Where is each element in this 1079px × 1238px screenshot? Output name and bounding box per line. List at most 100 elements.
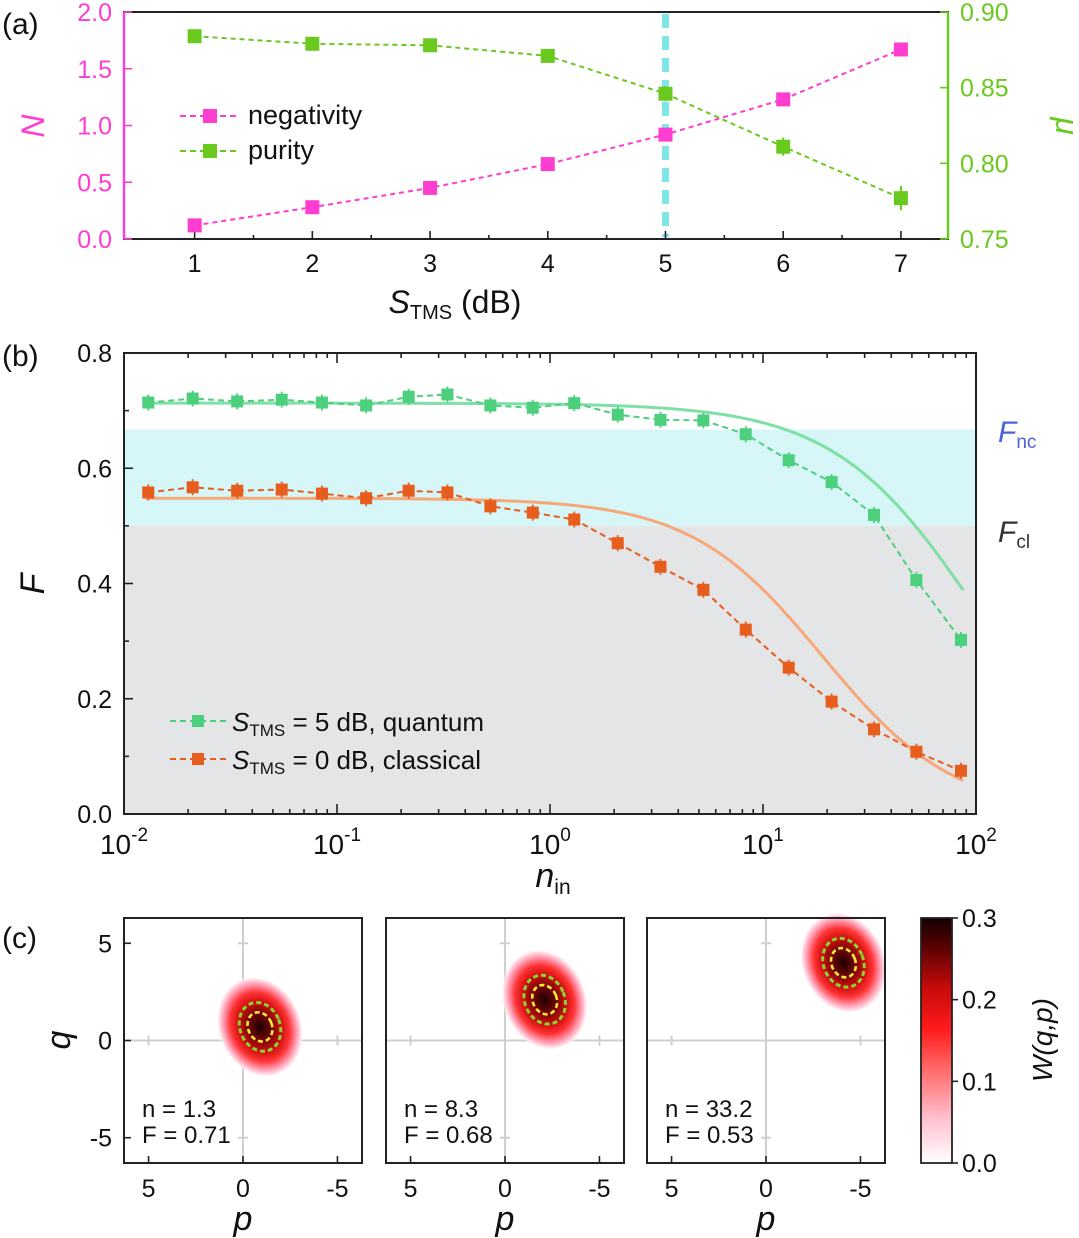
panel-b-xtick-base: 10 xyxy=(100,829,131,860)
panel-a-ytick-left-label: 1.5 xyxy=(77,56,112,84)
panel-a-label: (a) xyxy=(2,8,39,41)
panel-b-xtick-exp: 0 xyxy=(560,825,571,846)
panel-b-xtick-base: 10 xyxy=(742,829,773,860)
panel-b-xtick-label: 10-2 xyxy=(100,825,148,860)
wigner-contour-yellow xyxy=(246,1010,274,1043)
series-quantum-point xyxy=(526,401,539,414)
wigner-xtick-label: -5 xyxy=(849,1175,871,1203)
colorbar-tick-label: 0.3 xyxy=(962,905,997,933)
legend-classical-text: = 0 dB, classical xyxy=(285,745,481,775)
wigner-xlabel: p xyxy=(756,1200,776,1238)
series-quantum-point xyxy=(954,633,967,646)
wigner-distribution xyxy=(216,976,304,1078)
series-classical-point xyxy=(526,506,539,519)
series-quantum-point xyxy=(275,393,288,406)
legend-negativity-label: negativity xyxy=(248,100,363,130)
panel-b-ytick-label: 0.4 xyxy=(77,571,112,599)
panel-b-xtick-base: 10 xyxy=(313,829,344,860)
series-classical-point xyxy=(231,484,244,497)
panel-a-ytick-left-label: 0.5 xyxy=(77,169,112,197)
series-negativity-point xyxy=(893,42,908,57)
panel-c-label: (c) xyxy=(2,922,37,955)
series-quantum-point xyxy=(568,397,581,410)
panel-b-ytick-label: 0.8 xyxy=(77,340,112,368)
series-classical-point xyxy=(825,695,838,708)
panel-a: (a) 1 2 3 4 5 6 7 0.0 0.5 1.0 1.5 2.0 0.75 0.80 0.85 0.… xyxy=(2,0,1079,324)
series-quantum-point xyxy=(739,428,752,441)
wigner-xlabel: p xyxy=(233,1200,253,1238)
panel-a-xtick-label: 3 xyxy=(423,250,437,278)
series-classical-point xyxy=(611,537,624,550)
series-quantum-point xyxy=(402,390,415,403)
panel-a-ytick-left-label: 2.0 xyxy=(77,0,112,27)
legend-quantum-sub: TMS xyxy=(249,721,285,740)
panel-b-xtick-label: 100 xyxy=(529,825,571,860)
series-classical-point xyxy=(484,500,497,513)
series-purity-point xyxy=(658,86,673,101)
wigner-n-label: n = 1.3 xyxy=(142,1096,216,1123)
panel-a-xtick-label: 7 xyxy=(894,250,908,278)
wigner-contour-green xyxy=(522,973,567,1026)
series-classical-point xyxy=(360,492,373,505)
panel-a-xtick-label: 2 xyxy=(305,250,319,278)
wigner-ytick-label: -5 xyxy=(90,1125,112,1153)
panel-a-ticks: 1 2 3 4 5 6 7 0.0 0.5 1.0 1.5 2.0 0.75 0.80 0.85 0.90 xyxy=(77,0,1008,278)
wigner-panel-3: 5 0 -5 n = 33.2F = 0.53 p xyxy=(646,912,887,1238)
legend-classical-marker xyxy=(192,753,204,765)
band-label-fcl-sub: cl xyxy=(1016,532,1030,553)
colorbar-gradient xyxy=(920,917,953,1164)
panel-a-ytick-right-label: 0.75 xyxy=(960,226,1009,254)
series-quantum-point xyxy=(484,399,497,412)
colorbar: 0.0 0.1 0.2 0.3 W(q,p) xyxy=(920,905,1058,1178)
band-Fnc xyxy=(124,429,976,526)
wigner-xlabel: p xyxy=(495,1200,515,1238)
panel-b-band-labels: Fnc Fcl xyxy=(998,416,1036,553)
panel-b-ytick-label: 0.2 xyxy=(77,686,112,714)
series-purity-point xyxy=(423,38,438,53)
panel-a-xtick-label: 5 xyxy=(659,250,673,278)
band-label-fcl-symbol: F xyxy=(998,516,1018,549)
panel-b-xtick-exp: -2 xyxy=(131,825,148,846)
panel-a-xlabel-unit: (dB) xyxy=(452,284,521,320)
series-purity-point xyxy=(776,139,791,154)
series-quantum-point xyxy=(231,395,244,408)
wigner-f-label: F = 0.68 xyxy=(404,1122,493,1149)
wigner-ytick-label: 5 xyxy=(98,930,112,958)
series-quantum-point xyxy=(825,476,838,489)
band-label-fnc: Fnc xyxy=(998,416,1036,453)
series-quantum-point xyxy=(868,508,881,521)
legend-classical-symbol: S xyxy=(232,745,250,775)
band-label-fcl: Fcl xyxy=(998,516,1030,553)
wigner-contour-green xyxy=(237,1001,283,1053)
wigner-n-label: n = 8.3 xyxy=(404,1096,478,1123)
series-negativity-point xyxy=(540,157,555,172)
series-negativity-point xyxy=(187,218,202,233)
series-classical-point xyxy=(568,513,581,526)
panel-b-legend: STMS = 5 dB, quantum STMS = 0 dB, classi… xyxy=(170,707,484,778)
series-quantum-point xyxy=(697,414,710,427)
panel-a-xtick-label: 6 xyxy=(776,250,790,278)
series-classical-point xyxy=(441,486,454,499)
wigner-xtick-label: -5 xyxy=(588,1175,610,1203)
band-label-fnc-sub: nc xyxy=(1016,432,1036,453)
series-classical-point xyxy=(654,560,667,573)
wigner-panel-2: 5 0 -5 n = 8.3F = 0.68 p xyxy=(385,917,625,1238)
series-classical-point xyxy=(186,481,199,494)
panel-a-ytick-left-label: 0.0 xyxy=(77,226,112,254)
panel-a-series xyxy=(187,29,908,233)
wigner-panel-1: 5 0 -5 5 0 -5 n = 1.3F = 0.71 p xyxy=(90,917,363,1238)
series-negativity-point xyxy=(776,92,791,107)
wigner-n-label: n = 33.2 xyxy=(665,1096,752,1123)
panel-b-xtick-label: 102 xyxy=(955,825,997,860)
series-classical-line xyxy=(148,486,962,772)
panel-a-xtick-label: 1 xyxy=(188,250,202,278)
series-classical-point xyxy=(697,583,710,596)
series-classical-point xyxy=(315,487,328,500)
panel-b-xlabel: nin xyxy=(535,857,570,899)
wigner-xtick-label: 0 xyxy=(236,1175,250,1203)
wigner-distribution xyxy=(501,948,589,1051)
